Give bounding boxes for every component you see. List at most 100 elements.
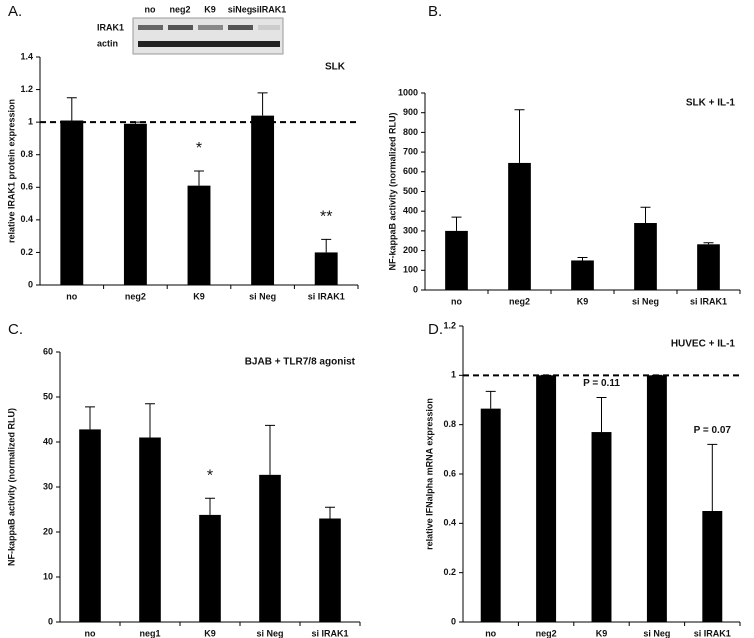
error-bar xyxy=(205,497,215,515)
error-bar xyxy=(703,242,714,245)
bar xyxy=(314,252,338,285)
y-tick-label: 50 xyxy=(43,391,53,401)
y-tick-label: 0.4 xyxy=(20,214,33,224)
error-bar xyxy=(577,256,588,261)
bar xyxy=(139,437,161,622)
y-tick-label: 0.6 xyxy=(443,468,456,478)
bar xyxy=(697,244,720,290)
y-tick-label: 0.4 xyxy=(443,518,456,528)
x-tick-label: K9 xyxy=(204,628,216,638)
y-tick-label: 400 xyxy=(403,206,418,216)
bar xyxy=(646,375,667,622)
y-tick-label: 1.2 xyxy=(20,84,33,94)
x-tick-label: no xyxy=(85,628,96,638)
bar xyxy=(591,432,612,622)
bar xyxy=(702,511,723,622)
x-tick-label: K9 xyxy=(577,296,589,306)
x-tick-label: si IRAK1 xyxy=(690,296,727,306)
error-bar xyxy=(145,403,155,438)
band xyxy=(168,25,193,30)
x-tick-label: neg1 xyxy=(139,628,160,638)
y-axis-label: relative IFNalpha mRNA expression xyxy=(424,398,434,550)
y-tick-label: 0 xyxy=(48,616,53,626)
bar xyxy=(571,260,594,290)
bar xyxy=(445,230,468,290)
error-bar xyxy=(321,238,332,253)
y-tick-label: 600 xyxy=(403,166,418,176)
bar xyxy=(123,123,147,286)
blot-image xyxy=(132,17,284,55)
x-tick-label: K9 xyxy=(193,291,205,301)
bar xyxy=(199,514,221,622)
y-tick-label: 0.6 xyxy=(20,182,33,192)
band xyxy=(198,25,223,30)
error-bar xyxy=(596,397,607,433)
y-tick-label: 60 xyxy=(43,346,53,356)
chart-title: HUVEC + IL-1 xyxy=(671,339,736,350)
x-tick-label: si Neg xyxy=(632,296,659,306)
error-bar xyxy=(257,92,268,116)
error-bar xyxy=(514,109,525,163)
y-tick-label: 1.4 xyxy=(20,51,33,61)
error-bar xyxy=(485,390,496,409)
error-bar xyxy=(85,406,95,430)
y-tick-label: 1 xyxy=(451,370,456,380)
blot-row-label: IRAK1 xyxy=(97,22,124,32)
bar xyxy=(480,408,501,622)
error-bar xyxy=(66,97,77,121)
annotation: ** xyxy=(320,209,332,226)
bar xyxy=(187,185,211,285)
y-tick-label: 1 xyxy=(28,117,33,127)
panel-label: D. xyxy=(428,321,443,338)
x-tick-label: si Neg xyxy=(643,628,670,638)
error-bar xyxy=(194,170,204,186)
y-tick-label: 0.2 xyxy=(20,247,33,257)
x-tick-label: si IRAK1 xyxy=(308,291,345,301)
x-tick-label: no xyxy=(485,628,496,638)
band xyxy=(228,25,253,30)
blot-lane-label: K9 xyxy=(204,4,216,14)
bar xyxy=(319,518,341,622)
panel-label: A. xyxy=(8,3,22,20)
y-tick-label: 0 xyxy=(28,279,33,289)
y-tick-label: 300 xyxy=(403,225,418,235)
panel-label: B. xyxy=(428,3,442,20)
annotation: P = 0.11 xyxy=(583,378,620,389)
x-tick-label: si Neg xyxy=(249,291,276,301)
x-tick-label: neg2 xyxy=(509,296,530,306)
blot-lane-label: siIRAK1 xyxy=(252,4,287,14)
bar xyxy=(536,375,557,622)
x-tick-label: neg2 xyxy=(536,628,557,638)
y-axis-label: NF-kappaB activity (normalized RLU) xyxy=(6,408,16,566)
x-tick-label: si IRAK1 xyxy=(694,628,731,638)
blot-lane-label: no xyxy=(145,4,156,14)
x-tick-label: si Neg xyxy=(256,628,283,638)
y-tick-label: 500 xyxy=(403,186,418,196)
blot-lane-label: siNeg xyxy=(228,4,253,14)
error-bar xyxy=(325,506,335,519)
chart-title: BJAB + TLR7/8 agonist xyxy=(245,357,356,368)
y-tick-label: 800 xyxy=(403,127,418,137)
error-bar xyxy=(707,443,718,511)
x-tick-label: si IRAK1 xyxy=(311,628,348,638)
error-bar xyxy=(265,424,275,475)
y-tick-label: 10 xyxy=(43,571,53,581)
y-tick-label: 200 xyxy=(403,245,418,255)
western-blot xyxy=(132,17,284,55)
band xyxy=(138,25,163,30)
y-tick-label: 0 xyxy=(413,284,418,294)
chart-title: SLK xyxy=(325,62,346,73)
y-tick-label: 1.2 xyxy=(443,320,456,330)
annotation: P = 0.07 xyxy=(694,425,732,436)
annotation: * xyxy=(207,467,213,484)
panel-label: C. xyxy=(8,321,23,338)
y-tick-label: 0.2 xyxy=(443,567,456,577)
x-tick-label: no xyxy=(66,291,77,301)
error-bar xyxy=(451,216,462,231)
x-tick-label: no xyxy=(451,296,462,306)
bar xyxy=(251,115,275,285)
y-axis-label: NF-kappaB activity (normalized RLU) xyxy=(387,112,397,270)
bar xyxy=(508,162,531,290)
y-tick-label: 700 xyxy=(403,146,418,156)
band xyxy=(258,25,280,30)
